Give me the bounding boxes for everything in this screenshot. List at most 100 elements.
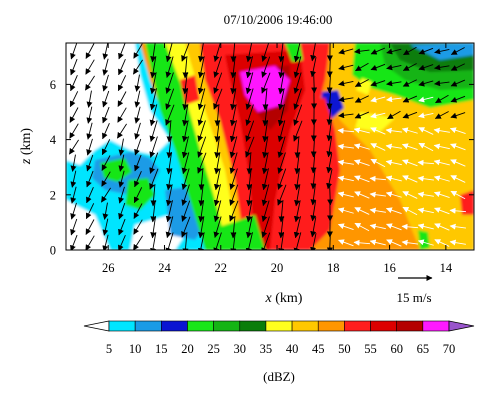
colorbar-segment xyxy=(265,320,293,332)
wind-vector xyxy=(133,235,143,250)
wind-vector xyxy=(101,139,111,156)
wind-vector xyxy=(434,64,450,71)
wind-vector xyxy=(118,186,125,204)
wind-vector xyxy=(326,137,333,158)
wind-vector xyxy=(198,184,205,207)
y-tick-label: 0 xyxy=(50,244,56,258)
wind-vector xyxy=(370,127,386,135)
wind-vector xyxy=(230,56,237,79)
wind-vector xyxy=(197,104,206,127)
colorbar-segment xyxy=(134,320,162,332)
wind-vector xyxy=(182,232,189,250)
wind-vector xyxy=(150,56,157,79)
wind-vector xyxy=(294,184,301,207)
wind-vector xyxy=(369,239,386,246)
wind-vector xyxy=(213,43,221,63)
wind-vector xyxy=(230,72,237,95)
colorbar-tick-label: 55 xyxy=(364,342,377,356)
wind-vector xyxy=(261,152,269,175)
wind-vector xyxy=(449,207,467,214)
wind-vector xyxy=(133,59,143,75)
wind-vector xyxy=(353,127,370,134)
wind-vector xyxy=(401,143,418,150)
wind-vector xyxy=(450,47,465,55)
wind-vector xyxy=(402,175,418,183)
wind-vector xyxy=(326,105,333,126)
wind-vector xyxy=(310,43,317,62)
x-tick-label: 18 xyxy=(327,261,340,275)
wind-vector xyxy=(401,239,418,246)
wind-vector xyxy=(165,104,175,126)
wind-vector xyxy=(181,120,189,143)
wind-vector xyxy=(213,56,222,78)
wind-vector xyxy=(401,127,418,134)
wind-vector xyxy=(326,88,333,110)
wind-vector xyxy=(101,187,111,203)
wind-vector xyxy=(150,43,157,63)
colorbar-tick-label: 25 xyxy=(207,342,220,356)
wind-vector xyxy=(294,168,301,191)
wind-vector xyxy=(85,203,95,220)
wind-vector xyxy=(165,200,173,223)
wind-vector xyxy=(354,222,370,232)
x-tick-label: 22 xyxy=(215,261,228,275)
wind-vector xyxy=(117,123,127,139)
wind-vector xyxy=(326,121,333,142)
colorbar-segment xyxy=(396,320,424,332)
wind-vector xyxy=(354,175,370,183)
colorbar-tick-label: 50 xyxy=(338,342,351,356)
wind-vector xyxy=(246,152,253,175)
wind-vector xyxy=(70,75,78,92)
colorbar-segment xyxy=(108,320,136,332)
wind-vector xyxy=(245,232,253,250)
colorbar-segment xyxy=(317,320,345,332)
wind-vector xyxy=(181,216,191,238)
wind-vector xyxy=(69,139,79,155)
wind-vector xyxy=(326,72,333,94)
colorbar-tick-label: 35 xyxy=(260,342,273,356)
wind-vector xyxy=(213,168,221,191)
wind-vector xyxy=(118,154,125,172)
wind-vector xyxy=(326,169,333,190)
wind-vector xyxy=(417,239,434,246)
wind-vector xyxy=(70,43,78,60)
wind-vector xyxy=(69,91,79,108)
wind-vector xyxy=(86,138,93,156)
y-axis-var: z xyxy=(19,158,34,165)
wind-vector xyxy=(197,152,207,174)
wind-vector xyxy=(337,191,354,198)
wind-vector xyxy=(181,136,189,159)
wind-vector xyxy=(434,239,450,247)
y-tick-label: 6 xyxy=(50,78,56,92)
wind-vector xyxy=(370,143,386,151)
wind-vector xyxy=(101,155,111,171)
wind-vector xyxy=(85,43,95,59)
wind-vector xyxy=(370,96,386,103)
wind-vector xyxy=(165,56,174,79)
wind-vector xyxy=(69,107,79,123)
wind-vector xyxy=(245,136,255,158)
wind-vector xyxy=(182,104,189,127)
wind-vector xyxy=(229,120,237,143)
wind-vector xyxy=(354,191,370,199)
wind-vector xyxy=(166,136,173,159)
wind-vector xyxy=(118,235,126,250)
wind-vector xyxy=(386,239,402,247)
wind-vector xyxy=(450,175,466,183)
wind-vector xyxy=(230,216,237,239)
wind-vector xyxy=(70,154,77,172)
wind-vector xyxy=(150,184,157,207)
wind-vector xyxy=(214,136,221,159)
wind-vector xyxy=(102,58,109,76)
wind-vector xyxy=(310,152,317,174)
wind-vector xyxy=(229,152,238,175)
wind-vector xyxy=(230,43,237,63)
wind-vector xyxy=(433,175,450,182)
wind-vector xyxy=(230,88,237,111)
wind-vector xyxy=(198,43,205,63)
wind-vector xyxy=(370,80,386,87)
colorbar-tick-label: 30 xyxy=(234,342,247,356)
wind-vector xyxy=(245,88,254,111)
wind-vector xyxy=(450,79,466,87)
wind-vector xyxy=(166,120,173,143)
